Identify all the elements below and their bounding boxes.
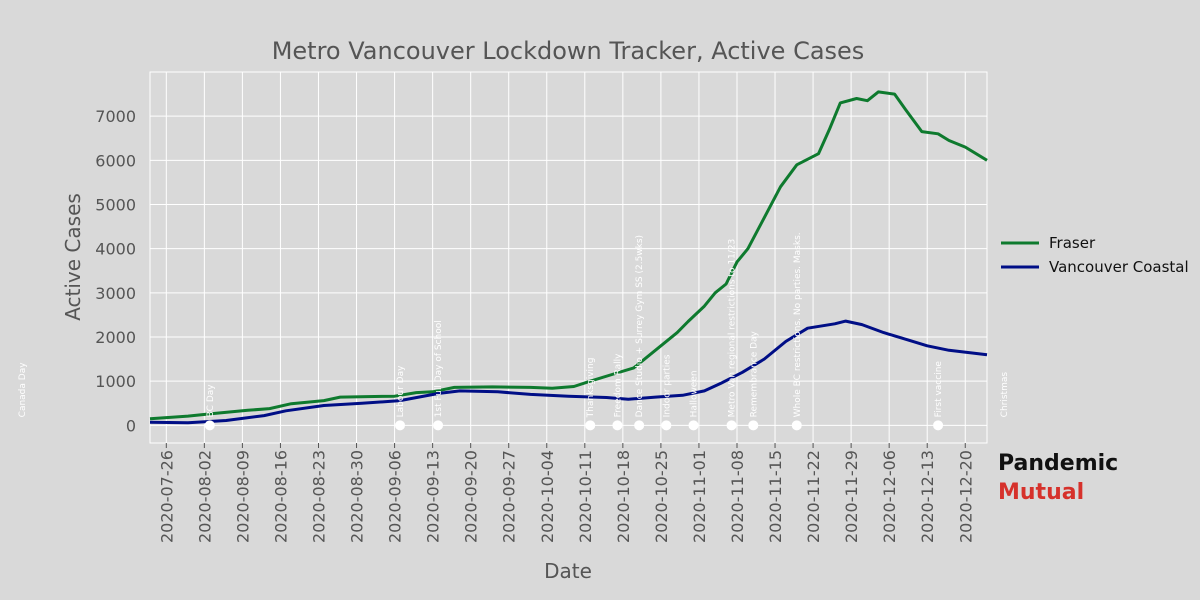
x-tick-label: 2020-12-13	[918, 450, 937, 543]
event-label: Indoor parties	[662, 354, 672, 417]
y-tick-label: 7000	[95, 107, 136, 126]
event-label: Thanksgiving	[586, 358, 596, 419]
x-tick-label: 2020-11-29	[842, 450, 861, 543]
x-tick-label: 2020-08-16	[271, 450, 290, 543]
event-marker	[585, 420, 596, 431]
chart-title: Metro Vancouver Lockdown Tracker, Active…	[272, 37, 865, 65]
event-marker	[748, 420, 759, 431]
x-tick-label: 2020-10-18	[614, 450, 633, 543]
y-tick-label: 3000	[95, 284, 136, 303]
x-tick-label: 2020-11-08	[728, 450, 747, 543]
event-label: Metro Van regional restrictions to 11/23	[728, 239, 738, 418]
event-label: Remembrance Day	[749, 330, 759, 417]
x-tick-label: 2020-08-30	[348, 450, 367, 543]
event-label: Whole BC restrictions. No parties. Masks…	[793, 232, 803, 417]
x-tick-label: 2020-11-22	[804, 450, 823, 543]
y-tick-label: 5000	[95, 196, 136, 215]
event-marker	[395, 420, 406, 431]
legend-label: Vancouver Coastal	[1049, 258, 1189, 276]
x-tick-label: 2020-11-15	[766, 450, 785, 543]
event-label: Dance Studio + Surrey Gym SS (2.5wks)	[635, 235, 645, 417]
x-tick-label: 2020-10-25	[652, 450, 671, 543]
x-tick-label: 2020-08-23	[309, 450, 328, 543]
x-tick-label: 2020-12-20	[956, 450, 975, 543]
event-label: 1st Full Day of School	[434, 320, 444, 417]
legend: Fraser Vancouver Coastal	[1001, 234, 1189, 276]
event-marker	[688, 420, 699, 431]
x-tick-label: 2020-09-27	[500, 450, 519, 543]
legend-label: Fraser	[1049, 234, 1096, 252]
x-tick-label: 2020-09-13	[424, 450, 443, 543]
event-label: Labour Day	[396, 365, 406, 417]
event-label: Christmas	[1000, 372, 1010, 418]
event-label: First vaccine	[934, 361, 944, 418]
y-tick-label: 1000	[95, 372, 136, 391]
y-tick-label: 4000	[95, 240, 136, 259]
grid-lines	[150, 72, 987, 443]
event-label: Halloween	[690, 370, 700, 417]
event-marker	[791, 420, 802, 431]
event-marker	[933, 420, 944, 431]
event-label: BC Day	[206, 384, 216, 418]
event-marker	[612, 420, 623, 431]
brand-pandemic: Pandemic	[998, 451, 1118, 476]
x-tick-label: 2020-09-06	[386, 450, 405, 543]
y-axis-label: Active Cases	[61, 193, 85, 321]
event-marker	[726, 420, 737, 431]
event-marker	[433, 420, 444, 431]
x-tick-label: 2020-10-11	[576, 450, 595, 543]
x-tick-label: 2020-08-02	[195, 450, 214, 543]
x-tick-label: 2020-10-04	[538, 450, 557, 543]
series-line-1	[149, 319, 988, 425]
x-axis-ticks: 2020-07-26 2020-08-02 2020-08-09 2020-08-16…	[157, 443, 975, 543]
x-tick-label: 2020-09-20	[462, 450, 481, 543]
y-axis-ticks: 0 1000 2000 3000 4000 5000 6000 7000	[95, 107, 136, 435]
event-marker	[634, 420, 645, 431]
event-marker	[661, 420, 672, 431]
x-tick-label: 2020-07-26	[157, 450, 176, 543]
x-axis-label: Date	[544, 559, 592, 583]
x-tick-label: 2020-12-06	[880, 450, 899, 543]
series-line-0	[149, 90, 988, 421]
y-tick-label: 2000	[95, 328, 136, 347]
event-marker	[204, 420, 215, 431]
y-tick-label: 6000	[95, 151, 136, 170]
x-tick-label: 2020-08-09	[233, 450, 252, 543]
brand-mutual: Mutual	[998, 480, 1084, 505]
event-annotations: Canada Day BC Day Labour Day 1st Full Day o…	[18, 232, 1010, 431]
event-label: Canada Day	[18, 362, 28, 418]
y-tick-label: 0	[126, 416, 136, 435]
event-label: Freedom Rally	[613, 353, 623, 418]
series-lines	[149, 90, 988, 425]
x-tick-label: 2020-11-01	[690, 450, 709, 543]
